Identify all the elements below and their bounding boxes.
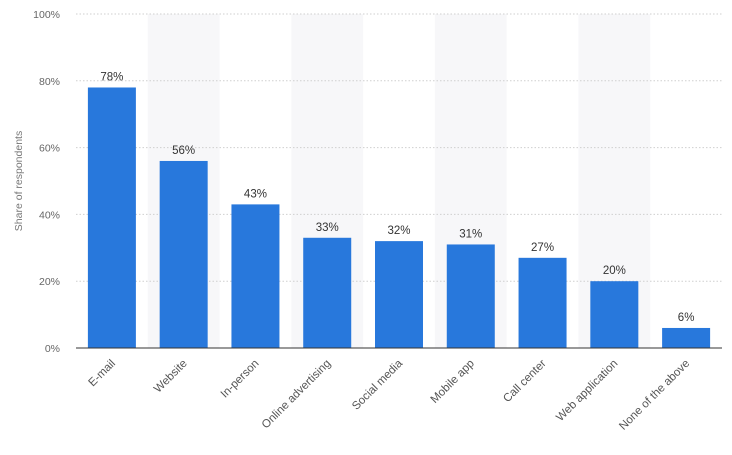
x-tick-label: None of the above (617, 358, 692, 433)
y-axis-title: Share of respondents (13, 131, 25, 231)
data-label: 6% (678, 312, 695, 324)
bar (159, 160, 208, 348)
data-label: 27% (531, 242, 554, 254)
bar (231, 204, 280, 348)
x-tick-label: E-mail (86, 358, 118, 390)
data-label: 32% (387, 225, 410, 237)
x-tick-label: Web application (554, 358, 620, 424)
data-labels: 78% 56% 43% 33% 32% 31% 27% 20% 6% (100, 71, 694, 323)
bar (375, 241, 423, 348)
bar (446, 244, 495, 348)
bar (518, 257, 567, 348)
y-tick-label: 20% (39, 276, 60, 288)
bar (590, 281, 639, 348)
x-tick-label: Mobile app (429, 358, 477, 406)
x-tick-label: Social media (350, 357, 405, 412)
x-tick-label: Call center (501, 358, 548, 405)
y-tick-label: 0% (45, 343, 60, 355)
x-tick-label: In-person (219, 358, 262, 401)
bars (87, 87, 711, 348)
y-tick-label: 80% (39, 76, 60, 88)
y-axis-tick-labels: 0% 20% 40% 60% 80% 100% (33, 9, 60, 355)
data-label: 20% (603, 265, 626, 277)
bar (87, 87, 136, 348)
y-tick-label: 100% (33, 9, 60, 21)
data-label: 78% (100, 71, 123, 83)
data-label: 43% (244, 188, 267, 200)
data-label: 33% (316, 222, 339, 234)
y-tick-label: 40% (39, 209, 60, 221)
bar (662, 327, 711, 348)
x-tick-label: Website (152, 358, 190, 396)
data-label: 31% (459, 228, 482, 240)
x-tick-label: Online advertising (260, 358, 334, 432)
y-tick-label: 60% (39, 143, 60, 155)
data-label: 56% (172, 145, 195, 157)
bar (303, 237, 352, 348)
